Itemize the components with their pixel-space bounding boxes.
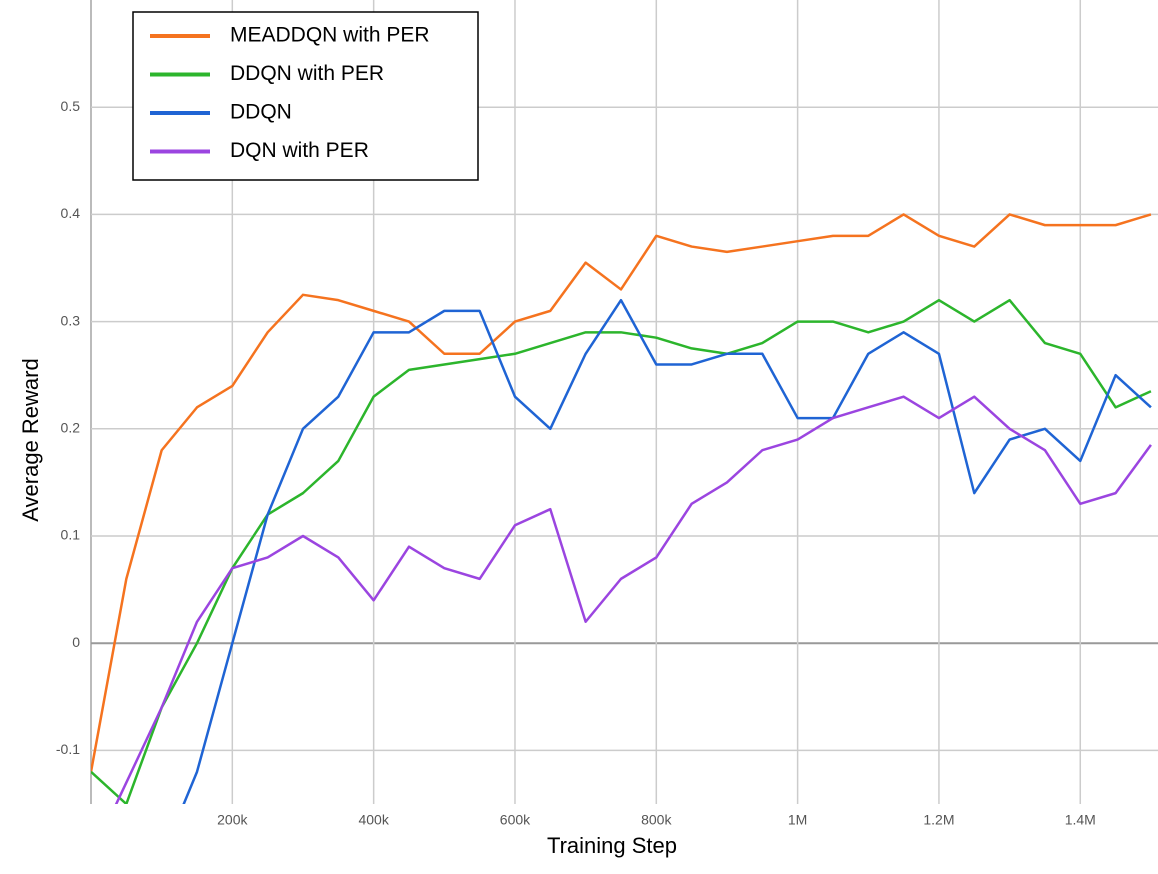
x-tick-label: 400k bbox=[358, 812, 389, 828]
series-line bbox=[182, 298, 1152, 804]
series-line bbox=[114, 395, 1152, 804]
x-tick-label: 600k bbox=[500, 812, 531, 828]
x-axis-label: Training Step bbox=[547, 833, 677, 858]
legend: MEADDQN with PER DDQN with PER DDQN DQN wit… bbox=[132, 11, 479, 181]
x-tick-label: 1.2M bbox=[923, 812, 954, 828]
y-tick-label: 0 bbox=[72, 634, 80, 650]
x-tick-label: 800k bbox=[641, 812, 672, 828]
x-tick-label: 200k bbox=[217, 812, 248, 828]
x-tick-label: 1M bbox=[788, 812, 807, 828]
legend-label: DDQN with PER bbox=[230, 62, 384, 85]
series-line bbox=[91, 298, 1152, 804]
x-tick-label: 1.4M bbox=[1065, 812, 1096, 828]
y-tick-label: 0.4 bbox=[61, 205, 81, 221]
y-axis-label: Average Reward bbox=[18, 358, 43, 521]
y-tick-label: -0.1 bbox=[56, 741, 80, 757]
plot-area bbox=[91, 213, 1152, 804]
y-tick-label: 0.1 bbox=[61, 527, 81, 543]
legend-label: DDQN bbox=[230, 101, 292, 124]
legend-label: MEADDQN with PER bbox=[230, 24, 430, 47]
y-tick-label: 0.2 bbox=[61, 420, 81, 436]
series-line bbox=[91, 213, 1152, 773]
y-tick-label: 0.3 bbox=[61, 312, 81, 328]
y-tick-label: 0.5 bbox=[61, 98, 81, 114]
legend-label: DQN with PER bbox=[230, 139, 369, 162]
